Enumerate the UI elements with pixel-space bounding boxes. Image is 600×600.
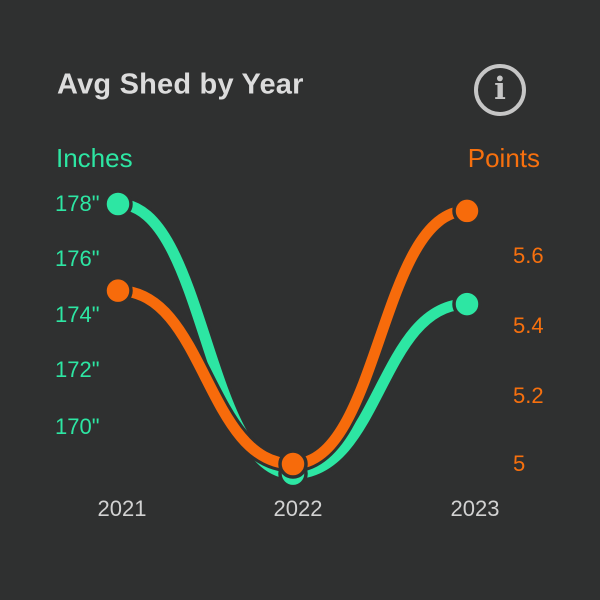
inches-data-point-2021 (103, 189, 133, 219)
page-title: Avg Shed by Year (57, 68, 304, 101)
right-axis-tick: 5 (513, 451, 526, 476)
left-axis-tick: 176" (55, 246, 100, 271)
x-axis-tick-2021: 2021 (97, 496, 147, 521)
left-axis-tick: 172" (55, 357, 100, 382)
points-data-point-2023 (452, 196, 482, 226)
right-axis-tick: 5.4 (513, 313, 544, 338)
points-data-point-2021 (103, 275, 133, 306)
points-data-point-2022 (278, 449, 308, 479)
left-axis-tick: 178" (55, 191, 100, 216)
right-axis-tick: 5.6 (513, 243, 544, 268)
left-axis-title: Inches (56, 143, 133, 173)
inches-data-point-2023 (452, 289, 482, 319)
left-axis-tick: 170" (55, 414, 100, 439)
x-axis-tick-2022: 2022 (273, 496, 323, 521)
right-axis-title: Points (467, 143, 540, 173)
info-button[interactable]: i (474, 64, 526, 116)
info-icon: i (494, 70, 506, 107)
right-axis-tick: 5.2 (513, 383, 544, 408)
x-axis-tick-2023: 2023 (450, 496, 500, 521)
left-axis-tick: 174" (55, 302, 100, 327)
